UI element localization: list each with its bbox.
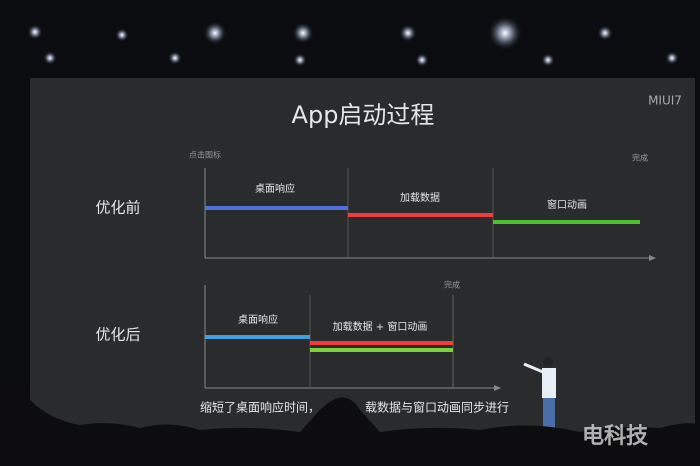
end-label: 完成	[444, 280, 460, 290]
caption: 缩短了桌面响应时间，	[200, 400, 320, 415]
bar	[310, 348, 453, 352]
bar	[310, 341, 453, 345]
row-label: 优化后	[95, 326, 140, 344]
bar	[205, 206, 348, 210]
stage-lights	[27, 15, 679, 67]
watermark: 电科技	[582, 424, 649, 449]
step-label: 窗口动画	[547, 198, 587, 211]
logo: MIUI7	[648, 94, 682, 108]
title: App启动过程	[292, 101, 435, 129]
step-label: 桌面响应	[238, 313, 278, 326]
audience	[0, 377, 700, 466]
step-label: 桌面响应	[255, 182, 295, 195]
step-label: 加载数据	[400, 191, 440, 204]
presenter	[523, 357, 556, 430]
row-label: 优化前	[95, 199, 140, 217]
caption: 载数据与窗口动画同步进行	[365, 400, 509, 415]
bar	[493, 220, 640, 224]
slide	[30, 78, 695, 448]
start-label: 点击图标	[189, 150, 221, 160]
bar	[205, 335, 310, 339]
end-label: 完成	[632, 153, 648, 163]
step-label: 加载数据 + 窗口动画	[333, 320, 428, 333]
bar	[348, 213, 493, 217]
